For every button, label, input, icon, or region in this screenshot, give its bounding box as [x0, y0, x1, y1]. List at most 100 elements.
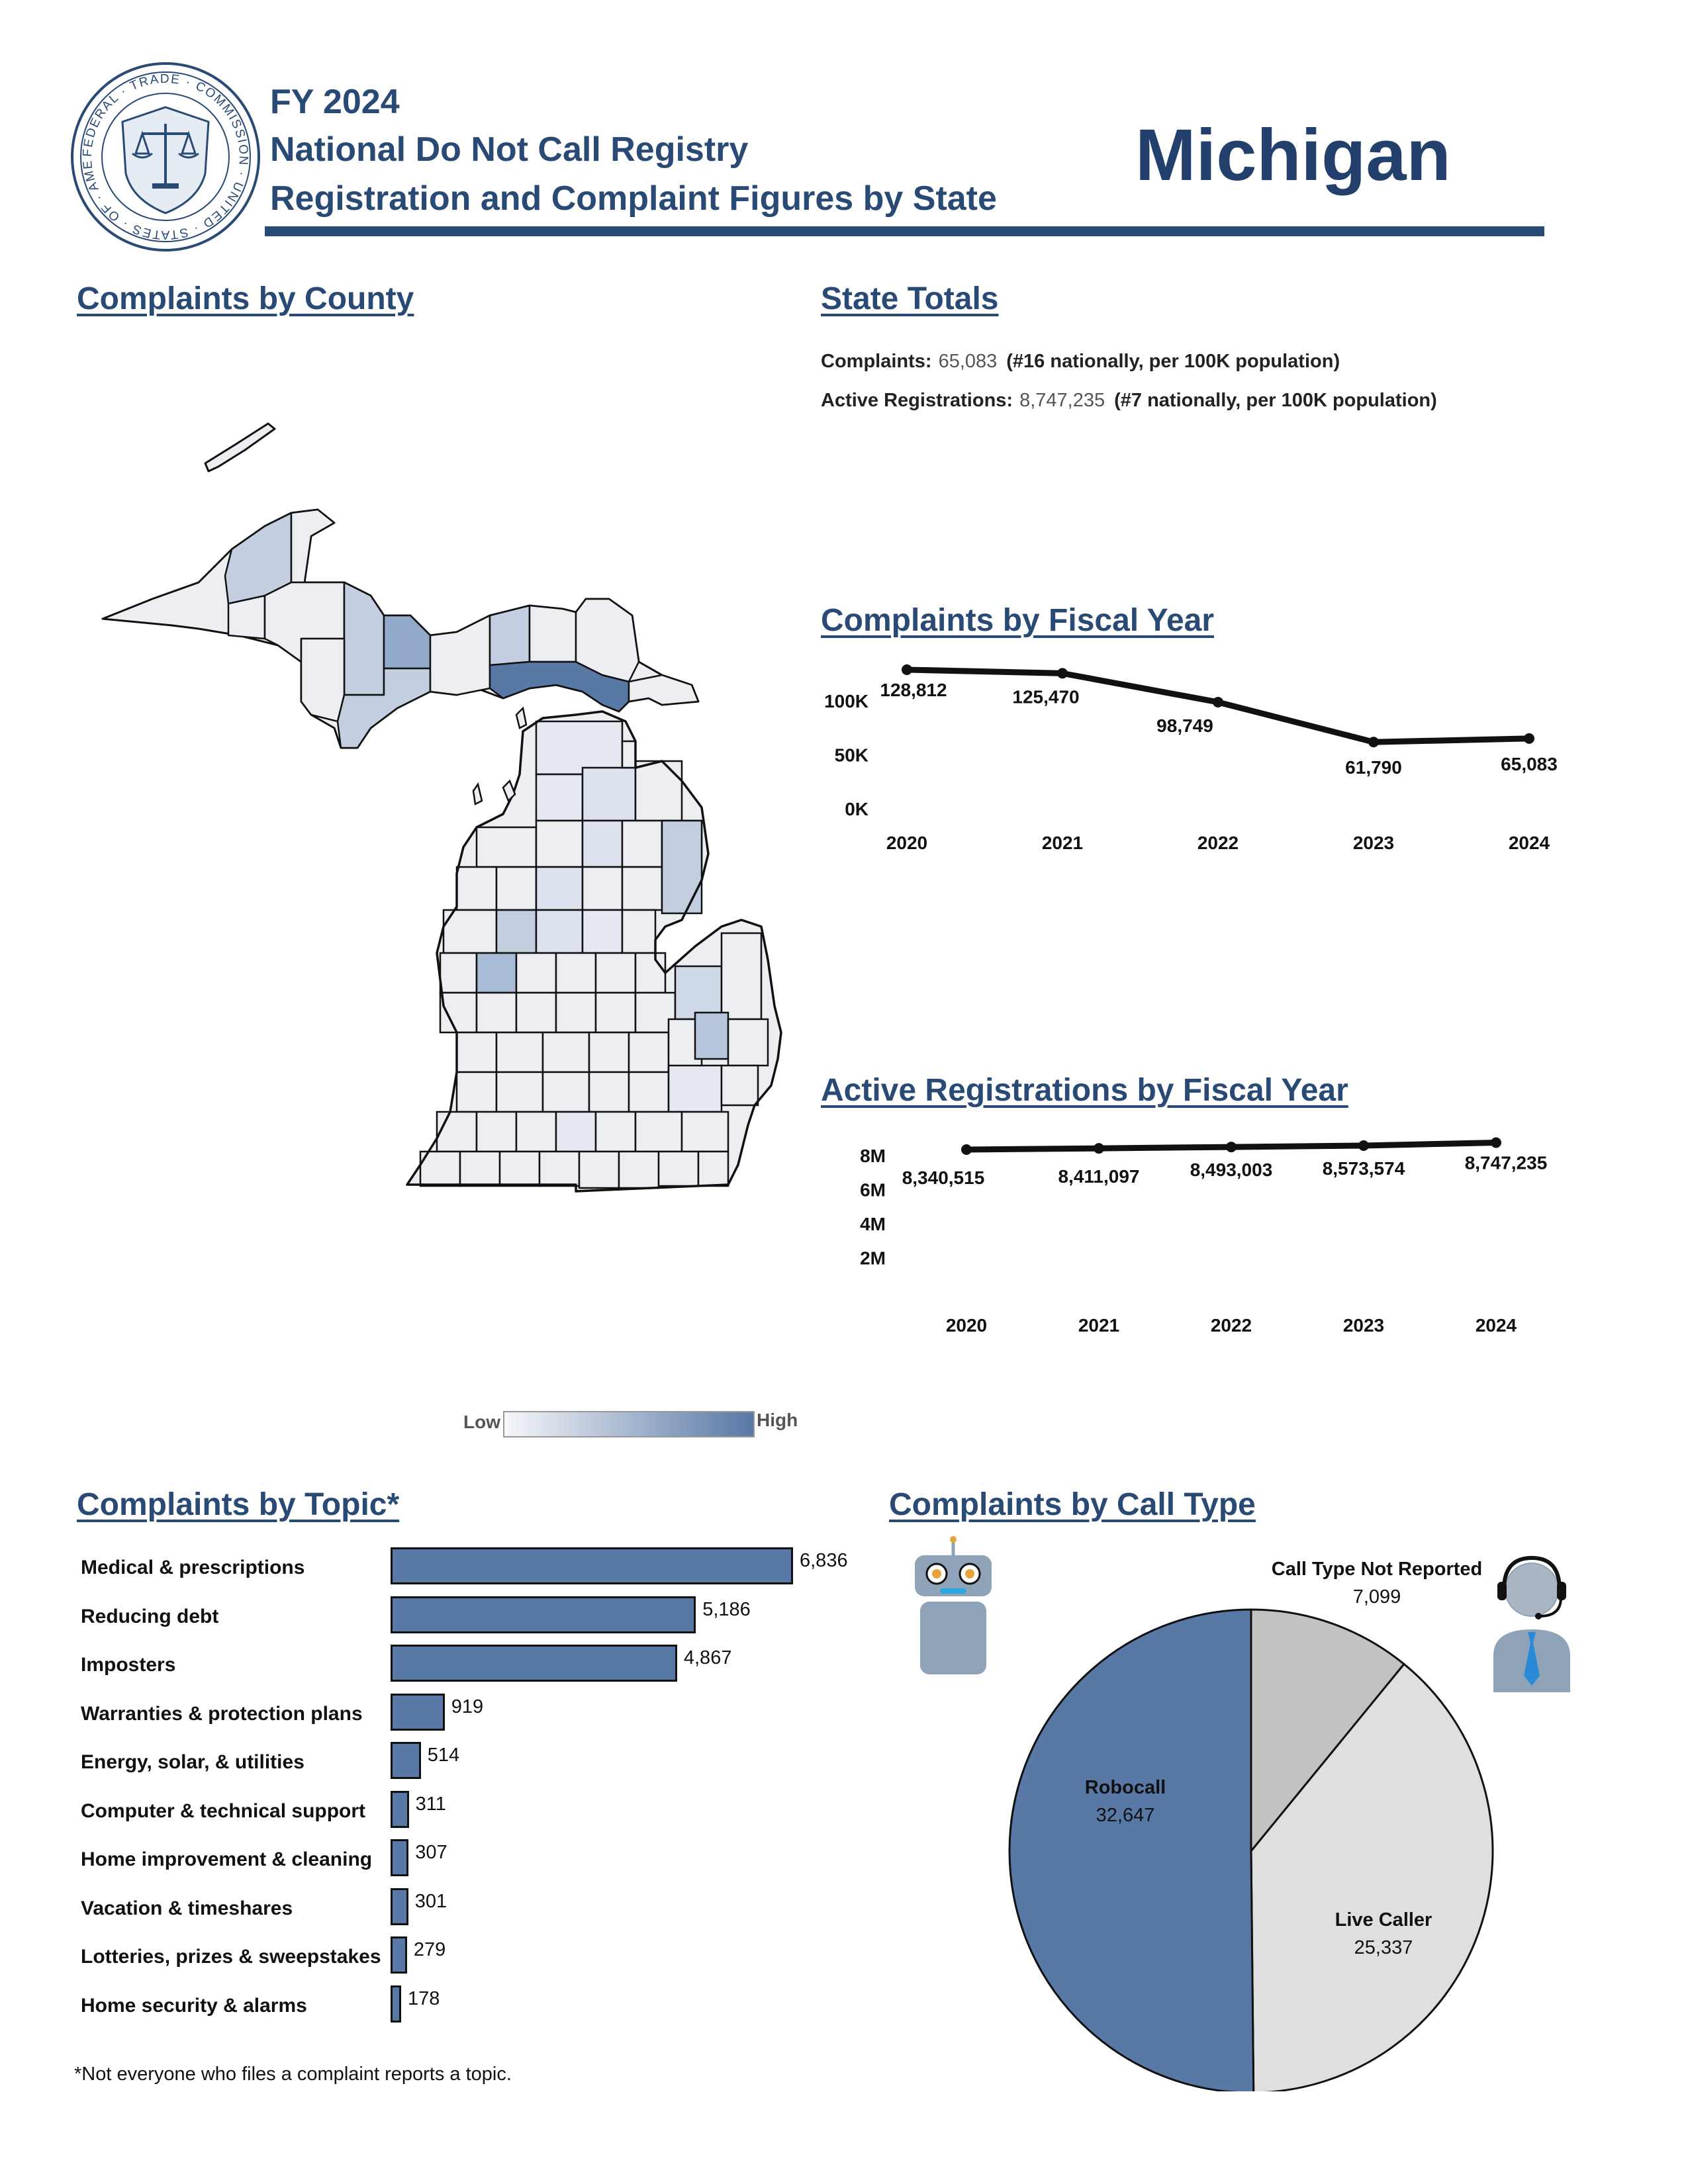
pie-slice-value: 32,647 [1096, 1805, 1155, 1826]
topic-label: Vacation & timeshares [81, 1897, 293, 1919]
y-tick-label: 4M [860, 1214, 886, 1234]
data-point [961, 1144, 972, 1155]
data-point [1057, 668, 1068, 679]
totals-registrations-rank: (#7 nationally, per 100K population) [1114, 390, 1437, 411]
x-tick-label: 2024 [1476, 1315, 1517, 1336]
topic-bar [391, 1547, 793, 1584]
data-point [1368, 737, 1379, 748]
topic-value-label: 6,836 [800, 1550, 848, 1571]
registry-name: National Do Not Call Registry [270, 130, 749, 169]
x-tick-label: 2024 [1509, 833, 1550, 853]
state-name: Michigan [1135, 114, 1451, 196]
totals-registrations-value: 8,747,235 [1019, 390, 1105, 411]
topic-bar [391, 1596, 696, 1633]
data-point [1213, 696, 1223, 707]
totals-complaints: Complaints: 65,083 (#16 nationally, per 10… [821, 351, 1340, 373]
section-title-call-type: Complaints by Call Type [889, 1487, 1256, 1522]
x-tick-label: 2020 [946, 1315, 987, 1336]
topic-value-label: 514 [427, 1745, 460, 1766]
operator-headset-icon [1487, 1550, 1579, 1696]
topic-bar [391, 1839, 409, 1876]
y-tick-label: 100K [824, 691, 868, 711]
topic-label: Home improvement & cleaning [81, 1848, 373, 1870]
totals-registrations: Active Registrations: 8,747,235 (#7 nation… [821, 390, 1437, 412]
x-tick-label: 2023 [1353, 833, 1394, 853]
call-type-pie-chart: Call Type Not Reported 7,099 Live Caller 25… [993, 1549, 1523, 2094]
topic-bar-chart: Medical & prescriptions 6,836 Reducing deb… [66, 1542, 894, 2045]
pie-slice-value: 7,099 [1353, 1586, 1401, 1608]
data-point [1094, 1143, 1104, 1154]
topic-bar [391, 1888, 408, 1925]
pie-slice-value: 25,337 [1354, 1937, 1413, 1958]
topic-value-label: 279 [413, 1939, 446, 1960]
section-title-county: Complaints by County [77, 281, 414, 316]
topic-bar [391, 1742, 421, 1779]
pie-slice [1250, 1662, 1494, 2094]
topic-value-label: 5,186 [702, 1598, 751, 1620]
topic-label: Warranties & protection plans [81, 1702, 363, 1725]
topic-value-label: 307 [415, 1842, 447, 1863]
topic-bar [391, 1936, 407, 1974]
section-title-complaints-fy: Complaints by Fiscal Year [821, 603, 1215, 638]
topic-bar [391, 1790, 409, 1828]
x-tick-label: 2021 [1078, 1315, 1119, 1336]
topic-value-label: 311 [415, 1793, 446, 1815]
section-title-topic: Complaints by Topic* [77, 1489, 399, 1521]
topic-value-label: 919 [451, 1696, 484, 1717]
totals-registrations-label: Active Registrations: [821, 390, 1013, 411]
registrations-fy-chart: 2M 4M 6M 8M 8,340,515 2020 8,411,097 2021 8,493,… [808, 1125, 1575, 1350]
data-label: 61,790 [1345, 757, 1402, 778]
topic-label: Imposters [81, 1654, 176, 1676]
y-tick-label: 8M [860, 1146, 886, 1166]
ftc-seal-icon: FEDERAL · TRADE · COMMISSION · UNITED · … [64, 50, 261, 253]
data-point [902, 664, 912, 675]
x-tick-label: 2022 [1211, 1315, 1252, 1336]
topic-label: Home security & alarms [81, 1994, 307, 2017]
pie-slice [1008, 1608, 1255, 2094]
topic-value-label: 301 [414, 1890, 447, 1912]
pie-slice-name: Call Type Not Reported [1272, 1559, 1483, 1580]
y-tick-label: 50K [835, 745, 868, 765]
complaints-fy-chart: 0K 50K 100K 128,812 2020 125,470 2021 98,749 202… [808, 655, 1575, 867]
topic-value-label: 178 [408, 1987, 440, 2009]
x-tick-label: 2021 [1042, 833, 1083, 853]
x-tick-label: 2023 [1343, 1315, 1384, 1336]
pie-slice-name: Live Caller [1335, 1909, 1432, 1931]
topic-bar [391, 1985, 401, 2023]
data-label: 8,493,003 [1190, 1160, 1273, 1180]
x-tick-label: 2020 [886, 833, 927, 853]
topic-bar [391, 1693, 445, 1731]
robot-icon [907, 1535, 1000, 1681]
report-subtitle: Registration and Complaint Figures by St… [270, 179, 997, 218]
data-label: 98,749 [1156, 715, 1213, 736]
topic-label: Medical & prescriptions [81, 1557, 305, 1578]
topic-label: Reducing debt [81, 1605, 219, 1627]
topic-bar [391, 1645, 677, 1682]
isle-royale [204, 422, 276, 473]
section-title-registrations-fy: Active Registrations by Fiscal Year [821, 1073, 1348, 1108]
legend-high-label: High [757, 1410, 798, 1430]
totals-complaints-label: Complaints: [821, 351, 932, 372]
pie-slice-name: Robocall [1085, 1777, 1166, 1798]
data-label: 8,747,235 [1465, 1153, 1548, 1173]
data-point [1524, 733, 1534, 744]
data-point [1226, 1142, 1237, 1153]
topic-value-label: 4,867 [683, 1647, 732, 1668]
topic-label: Computer & technical support [81, 1799, 366, 1822]
fiscal-year: FY 2024 [270, 83, 400, 121]
data-label: 125,470 [1012, 686, 1079, 707]
topic-title-asterisk: * [387, 1487, 400, 1522]
topic-label: Energy, solar, & utilities [81, 1751, 305, 1773]
data-label: 8,573,574 [1323, 1158, 1405, 1179]
data-label: 8,340,515 [902, 1167, 985, 1188]
y-tick-label: 6M [860, 1179, 886, 1200]
header-rule [265, 226, 1544, 236]
data-label: 65,083 [1501, 754, 1558, 774]
county-map [93, 410, 801, 1205]
y-tick-label: 2M [860, 1248, 886, 1268]
totals-complaints-value: 65,083 [938, 351, 998, 372]
topic-title-text: Complaints by Topic [77, 1487, 387, 1522]
data-label: 8,411,097 [1058, 1166, 1139, 1187]
data-point [1491, 1137, 1501, 1148]
pie-slice [1250, 1608, 1406, 1854]
